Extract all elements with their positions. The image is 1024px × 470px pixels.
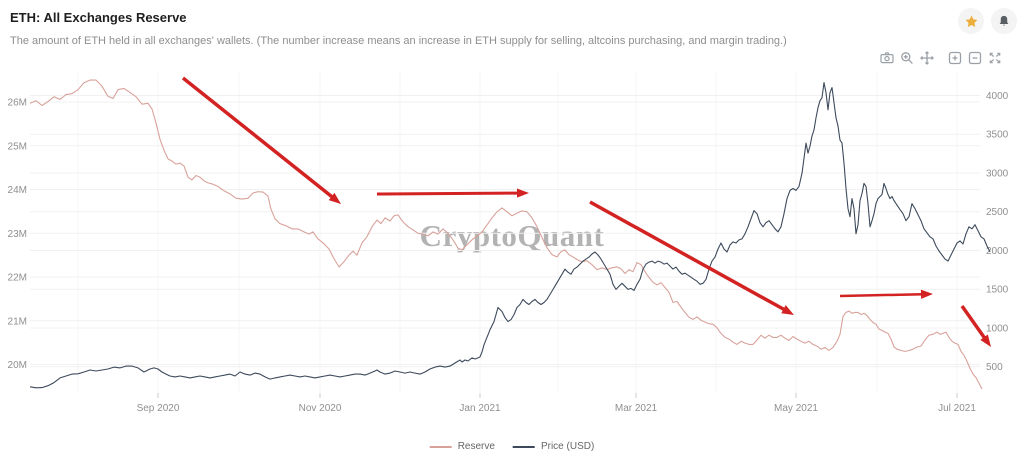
trend-arrow-shaft	[960, 304, 987, 340]
x-axis-label: Sep 2020	[137, 403, 180, 414]
reserve-line	[29, 79, 983, 390]
legend-item-reserve[interactable]: Reserve	[429, 441, 495, 452]
right-axis-label: 3000	[986, 168, 1009, 179]
top-actions	[958, 8, 1017, 34]
trend-arrow-head	[980, 334, 991, 347]
legend-swatch-reserve	[429, 445, 452, 448]
price-usd-line	[29, 82, 991, 389]
trend-arrow-shaft	[589, 200, 787, 312]
trend-arrow-shaft	[839, 292, 924, 298]
right-axis-label: 3500	[986, 130, 1009, 141]
right-axis-label: 2000	[986, 246, 1009, 257]
zoom-out-icon[interactable]	[968, 51, 982, 65]
x-axis-label: Nov 2020	[299, 403, 342, 414]
trend-arrow-shaft	[376, 191, 520, 196]
trend-arrow-head	[328, 192, 341, 204]
star-icon	[964, 14, 979, 29]
trend-arrow-shaft	[181, 76, 335, 200]
notification-button[interactable]	[991, 8, 1017, 34]
zoom-search-icon[interactable]	[900, 51, 914, 65]
page-title: ETH: All Exchanges Reserve	[10, 10, 187, 25]
trend-arrow-head	[516, 188, 529, 198]
camera-icon[interactable]	[880, 51, 894, 65]
zoom-in-icon[interactable]	[948, 51, 962, 65]
left-axis-label: 20M	[8, 360, 27, 371]
pan-icon[interactable]	[920, 51, 934, 65]
x-axis-label: Mar 2021	[615, 403, 658, 414]
right-axis-label: 4000	[986, 91, 1009, 102]
chart-description: The amount of ETH held in all exchanges'…	[10, 35, 787, 47]
right-axis-label: 500	[986, 362, 1003, 373]
left-axis-label: 21M	[8, 316, 27, 327]
chart-toolbar	[880, 51, 1002, 65]
right-axis-label: 1500	[986, 285, 1009, 296]
x-axis-label: Jan 2021	[459, 403, 501, 414]
x-axis-label: May 2021	[774, 403, 818, 414]
right-axis-label: 2500	[986, 207, 1009, 218]
left-axis-label: 22M	[8, 273, 27, 284]
legend-swatch-price-usd	[512, 445, 535, 448]
left-axis-label: 26M	[8, 98, 27, 109]
trend-arrow-head	[781, 305, 794, 315]
trend-arrow-head	[920, 289, 933, 299]
legend: Reserve Price (USD)	[429, 441, 595, 452]
left-axis-label: 25M	[8, 141, 27, 152]
right-axis-label: 1000	[986, 323, 1009, 334]
legend-label-price-usd: Price (USD)	[540, 441, 595, 452]
left-axis-label: 24M	[8, 185, 27, 196]
reset-zoom-icon[interactable]	[988, 51, 1002, 65]
legend-item-price-usd[interactable]: Price (USD)	[512, 441, 595, 452]
x-axis-label: Jul 2021	[938, 403, 976, 414]
favorite-button[interactable]	[958, 8, 984, 34]
legend-label-reserve: Reserve	[457, 441, 495, 452]
left-axis-label: 23M	[8, 229, 27, 240]
bell-icon	[997, 14, 1011, 28]
